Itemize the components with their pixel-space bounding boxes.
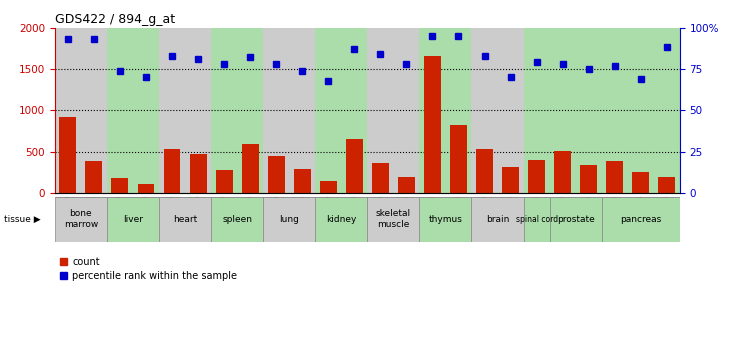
Text: kidney: kidney <box>326 215 357 224</box>
Bar <box>420 197 471 241</box>
Bar <box>164 149 181 193</box>
Bar <box>632 172 649 193</box>
Bar <box>580 165 597 193</box>
Bar <box>294 169 311 193</box>
Bar <box>159 28 211 193</box>
Bar <box>554 151 571 193</box>
Bar <box>523 28 550 193</box>
Text: spinal cord: spinal cord <box>515 215 558 224</box>
Text: tissue ▶: tissue ▶ <box>4 215 40 224</box>
Bar <box>268 156 284 193</box>
Text: brain: brain <box>486 215 510 224</box>
Bar <box>659 177 675 193</box>
Text: spleen: spleen <box>222 215 252 224</box>
Text: thymus: thymus <box>428 215 463 224</box>
Bar <box>420 28 471 193</box>
Bar <box>107 28 159 193</box>
Bar <box>315 197 367 241</box>
Bar <box>502 167 519 193</box>
Text: GDS422 / 894_g_at: GDS422 / 894_g_at <box>55 13 175 27</box>
Bar <box>450 125 467 193</box>
Bar <box>367 197 420 241</box>
Text: lung: lung <box>279 215 299 224</box>
Bar <box>398 177 415 193</box>
Bar <box>346 139 363 193</box>
Bar <box>211 28 263 193</box>
Bar <box>86 161 102 193</box>
Bar <box>159 197 211 241</box>
Bar <box>367 28 420 193</box>
Bar <box>523 197 550 241</box>
Bar <box>550 197 602 241</box>
Bar <box>111 178 129 193</box>
Bar <box>315 28 367 193</box>
Bar <box>602 197 680 241</box>
Bar <box>242 144 259 193</box>
Bar <box>372 162 389 193</box>
Bar <box>216 170 232 193</box>
Bar <box>263 28 315 193</box>
Text: prostate: prostate <box>557 215 594 224</box>
Bar <box>471 28 523 193</box>
Bar <box>471 197 523 241</box>
Bar <box>189 154 207 193</box>
Bar <box>137 184 154 193</box>
Bar <box>55 197 107 241</box>
Bar <box>107 197 159 241</box>
Bar <box>476 149 493 193</box>
Bar <box>263 197 315 241</box>
Bar <box>424 56 441 193</box>
Text: heart: heart <box>173 215 197 224</box>
Bar <box>59 117 76 193</box>
Text: pancreas: pancreas <box>620 215 662 224</box>
Legend: count, percentile rank within the sample: count, percentile rank within the sample <box>60 257 238 280</box>
Bar <box>550 28 602 193</box>
Bar <box>528 160 545 193</box>
Text: bone
marrow: bone marrow <box>64 209 98 229</box>
Bar <box>55 28 107 193</box>
Text: liver: liver <box>123 215 143 224</box>
Bar <box>606 161 624 193</box>
Bar <box>602 28 680 193</box>
Text: skeletal
muscle: skeletal muscle <box>376 209 411 229</box>
Bar <box>211 197 263 241</box>
Bar <box>319 181 337 193</box>
